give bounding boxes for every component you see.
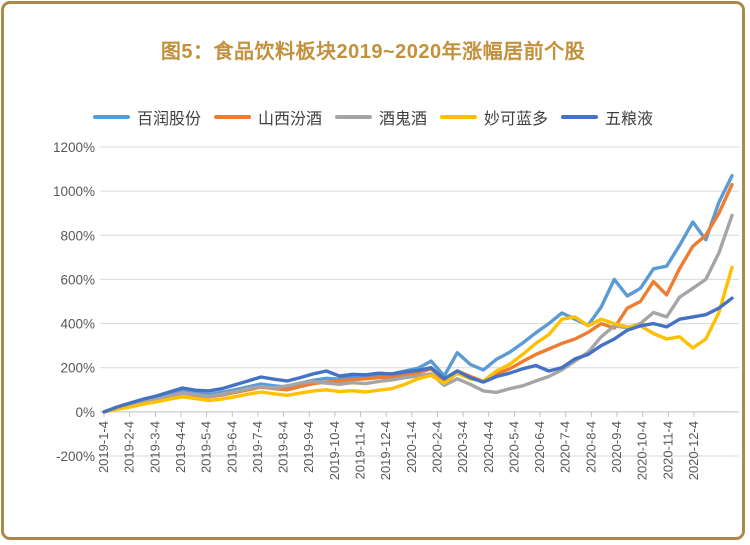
legend-label: 山西汾酒 bbox=[257, 111, 322, 128]
legend-swatch-icon bbox=[561, 114, 599, 120]
x-tick-label: 2019-2-4 bbox=[122, 421, 137, 473]
legend-item-3: 妙可蓝多 bbox=[440, 105, 548, 129]
legend-label: 酒鬼酒 bbox=[378, 111, 427, 128]
x-tick-label: 2019-7-4 bbox=[250, 421, 265, 473]
x-tick-label: 2019-1-4 bbox=[96, 421, 111, 473]
legend-label: 妙可蓝多 bbox=[484, 111, 549, 128]
x-tick-label: 2020-2-4 bbox=[429, 421, 444, 473]
series-line-4 bbox=[102, 296, 734, 414]
legend-label: 五粮液 bbox=[605, 111, 654, 128]
x-tick-label: 2019-11-4 bbox=[353, 421, 368, 479]
x-tick-label: 2020-4-4 bbox=[481, 421, 496, 473]
legend-label: 百润股份 bbox=[136, 111, 201, 128]
x-tick-label: 2019-9-4 bbox=[301, 421, 316, 473]
x-tick-label: 2020-12-4 bbox=[686, 421, 701, 480]
y-tick-label: 0% bbox=[75, 405, 95, 420]
x-tick-label: 2020-9-4 bbox=[609, 421, 624, 473]
legend-swatch-icon bbox=[334, 114, 372, 120]
x-tick-label: 2020-8-4 bbox=[583, 421, 598, 473]
y-tick-label: 600% bbox=[60, 272, 95, 287]
chart-title: 图5：食品饮料板块2019~2020年涨幅居前个股 bbox=[160, 41, 586, 63]
x-tick-label: 2019-10-4 bbox=[327, 421, 342, 480]
y-tick-label: 1200% bbox=[53, 140, 95, 155]
series-line-0 bbox=[102, 173, 734, 414]
x-tick-label: 2020-5-4 bbox=[506, 421, 521, 473]
legend-item-2: 酒鬼酒 bbox=[334, 105, 427, 129]
x-tick-label: 2019-5-4 bbox=[199, 421, 214, 473]
legend-swatch-icon bbox=[440, 114, 477, 120]
line-chart: 1200% 1000% 800% 600% 400% 200% 0% -200% 2019-1-… bbox=[53, 140, 739, 480]
x-tick-label: 2019-3-4 bbox=[147, 421, 162, 473]
y-tick-label: -200% bbox=[56, 449, 95, 464]
y-tick-label: 1000% bbox=[53, 184, 95, 199]
x-tick-label: 2020-10-4 bbox=[635, 421, 650, 480]
legend-swatch-icon bbox=[213, 114, 251, 120]
series-line-2 bbox=[102, 213, 734, 414]
x-tick-label: 2020-1-4 bbox=[404, 421, 419, 473]
x-tick-label: 2020-3-4 bbox=[455, 421, 470, 473]
x-tick-label: 2019-4-4 bbox=[173, 421, 188, 473]
series-line-3 bbox=[102, 265, 734, 414]
x-tick-label: 2020-6-4 bbox=[532, 421, 547, 473]
y-tick-label: 400% bbox=[60, 317, 95, 332]
x-tick-label: 2019-8-4 bbox=[276, 421, 291, 473]
legend-swatch-icon bbox=[92, 114, 130, 120]
legend-item-0: 百润股份 bbox=[92, 105, 201, 129]
legend-item-1: 山西汾酒 bbox=[213, 105, 322, 129]
chart-legend: 百润股份 山西汾酒 酒鬼酒 妙可蓝多 五粮液 bbox=[4, 105, 742, 129]
x-tick-label: 2020-7-4 bbox=[558, 421, 573, 473]
legend-item-4: 五粮液 bbox=[561, 105, 653, 129]
y-tick-label: 200% bbox=[60, 361, 95, 376]
x-tick-label: 2020-11-4 bbox=[660, 421, 675, 479]
y-tick-label: 800% bbox=[60, 228, 95, 243]
x-tick-label: 2019-12-4 bbox=[378, 421, 393, 480]
x-tick-label: 2019-6-4 bbox=[224, 421, 239, 473]
